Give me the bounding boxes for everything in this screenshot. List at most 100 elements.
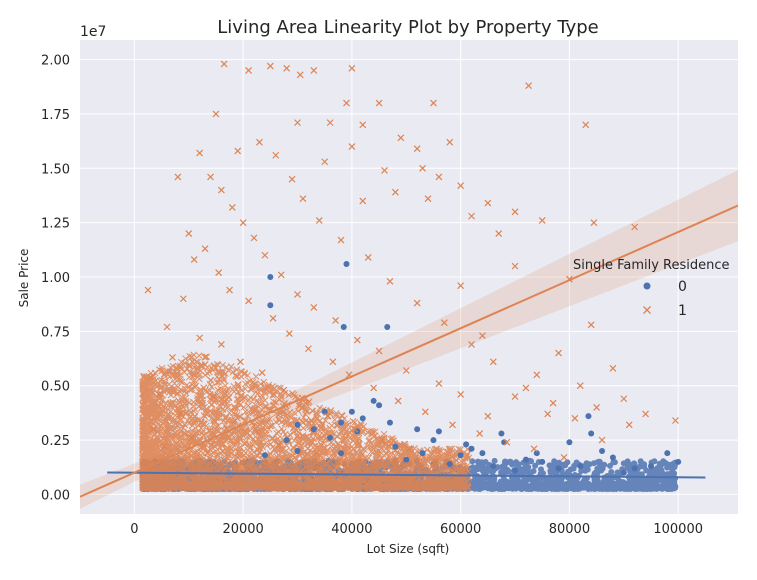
series-0-point: [664, 450, 671, 457]
series-1-point: [576, 382, 584, 390]
series-1-point: [413, 299, 421, 307]
x-tick-label: 80000: [549, 522, 590, 537]
series-1-point: [555, 349, 562, 357]
series-0-point: [370, 397, 377, 404]
series-1-point: [207, 173, 214, 181]
series-0-point: [468, 445, 475, 452]
series-0-point: [588, 430, 595, 437]
series-0-point: [585, 413, 592, 420]
y-axis-ticks: 0.00 0.25 0.50 0.75 1.00 1.25 1.50 1.75 2.00: [41, 54, 70, 504]
series-1-point: [598, 436, 606, 444]
series-1-point: [212, 110, 220, 118]
series-1-point: [288, 175, 296, 183]
series-1-point: [353, 336, 361, 344]
series-0-point: [261, 452, 268, 459]
series-1-point: [484, 412, 492, 420]
series-1-point: [326, 119, 334, 127]
y-axis-label: Sale Price: [17, 249, 31, 308]
regression-lines: [80, 204, 738, 498]
series-0-point: [566, 439, 573, 446]
series-1-point: [495, 230, 503, 237]
series-1-point: [435, 173, 443, 181]
series-1-point: [419, 164, 427, 172]
series-1-point: [160, 443, 168, 451]
series-0-point: [338, 450, 345, 457]
series-1-point: [209, 393, 217, 401]
series-1-point: [631, 223, 639, 231]
series-1-point: [228, 203, 236, 211]
series-1-point: [522, 384, 530, 392]
series-1-point: [587, 321, 595, 329]
series-0-point: [414, 426, 421, 433]
series-0-point: [294, 421, 301, 428]
series-1-point: [364, 254, 372, 261]
series-0-point: [419, 450, 426, 457]
series-1-point: [432, 454, 440, 461]
series-0-point: [631, 465, 638, 472]
series-1-point: [511, 393, 519, 401]
series-0-point: [522, 456, 529, 463]
series-1-point: [672, 417, 679, 424]
x-tick-label: 20000: [222, 522, 263, 537]
series-1-point: [277, 271, 285, 279]
series-1-point: [533, 371, 541, 379]
series-1-point: [544, 410, 552, 418]
series-0-point: [267, 274, 274, 280]
series-1-point: [381, 167, 388, 174]
series-1-point: [250, 234, 258, 242]
series-1-point: [329, 358, 337, 366]
x-tick-label: 100000: [653, 522, 703, 537]
legend-label-1: 1: [678, 303, 687, 319]
series-1-point: [245, 67, 253, 74]
y-tick-label: 0.00: [41, 488, 70, 503]
legend-title: Single Family Residence: [573, 258, 730, 273]
series-1-point: [283, 64, 291, 72]
series-0-point: [435, 428, 442, 435]
series-1-point: [394, 397, 402, 405]
series-1-point: [582, 121, 590, 129]
series-0-point: [338, 419, 345, 426]
series-1-point: [215, 269, 223, 277]
series-1-point: [478, 332, 486, 340]
series-1-point: [435, 380, 443, 387]
series-1-point: [253, 427, 261, 435]
series-0-point: [609, 454, 616, 461]
y-tick-label: 2.00: [41, 54, 70, 69]
series-1-regression-line: [80, 204, 738, 498]
series-1-point: [343, 99, 350, 107]
series-1-point: [351, 425, 359, 433]
series-1-point: [321, 158, 329, 166]
series-1-point: [440, 319, 448, 327]
series-1-point: [430, 99, 437, 107]
series-1-point: [449, 421, 456, 429]
series-1-point: [294, 290, 301, 298]
series-0-point: [457, 452, 464, 459]
series-1-dense-points: [139, 351, 473, 492]
series-1-point: [261, 251, 269, 259]
series-0-point: [267, 302, 274, 309]
series-1-point: [530, 445, 538, 453]
series-1-point: [302, 399, 310, 407]
series-1-point: [590, 219, 598, 227]
series-1-point: [484, 199, 492, 207]
series-1-point: [503, 438, 511, 446]
series-0-point: [321, 408, 328, 415]
series-0-regression-line: [107, 471, 706, 479]
y-tick-label: 1.75: [41, 108, 70, 123]
series-1-point: [337, 236, 345, 244]
series-0-point: [283, 437, 290, 444]
series-1-point: [174, 173, 182, 181]
legend: Single Family Residence 0 1: [573, 258, 730, 319]
series-1-point: [405, 445, 413, 453]
series-1-point: [324, 412, 331, 420]
series-1-point: [457, 182, 465, 190]
series-0-point: [463, 441, 470, 448]
series-1-point: [239, 219, 247, 227]
y-tick-label: 0.25: [41, 434, 70, 449]
series-1-point: [188, 434, 195, 442]
series-1-point: [179, 295, 187, 303]
series-1-point: [359, 197, 367, 205]
series-1-point: [296, 71, 304, 79]
series-1-point: [236, 358, 244, 366]
series-1-point: [166, 460, 174, 468]
